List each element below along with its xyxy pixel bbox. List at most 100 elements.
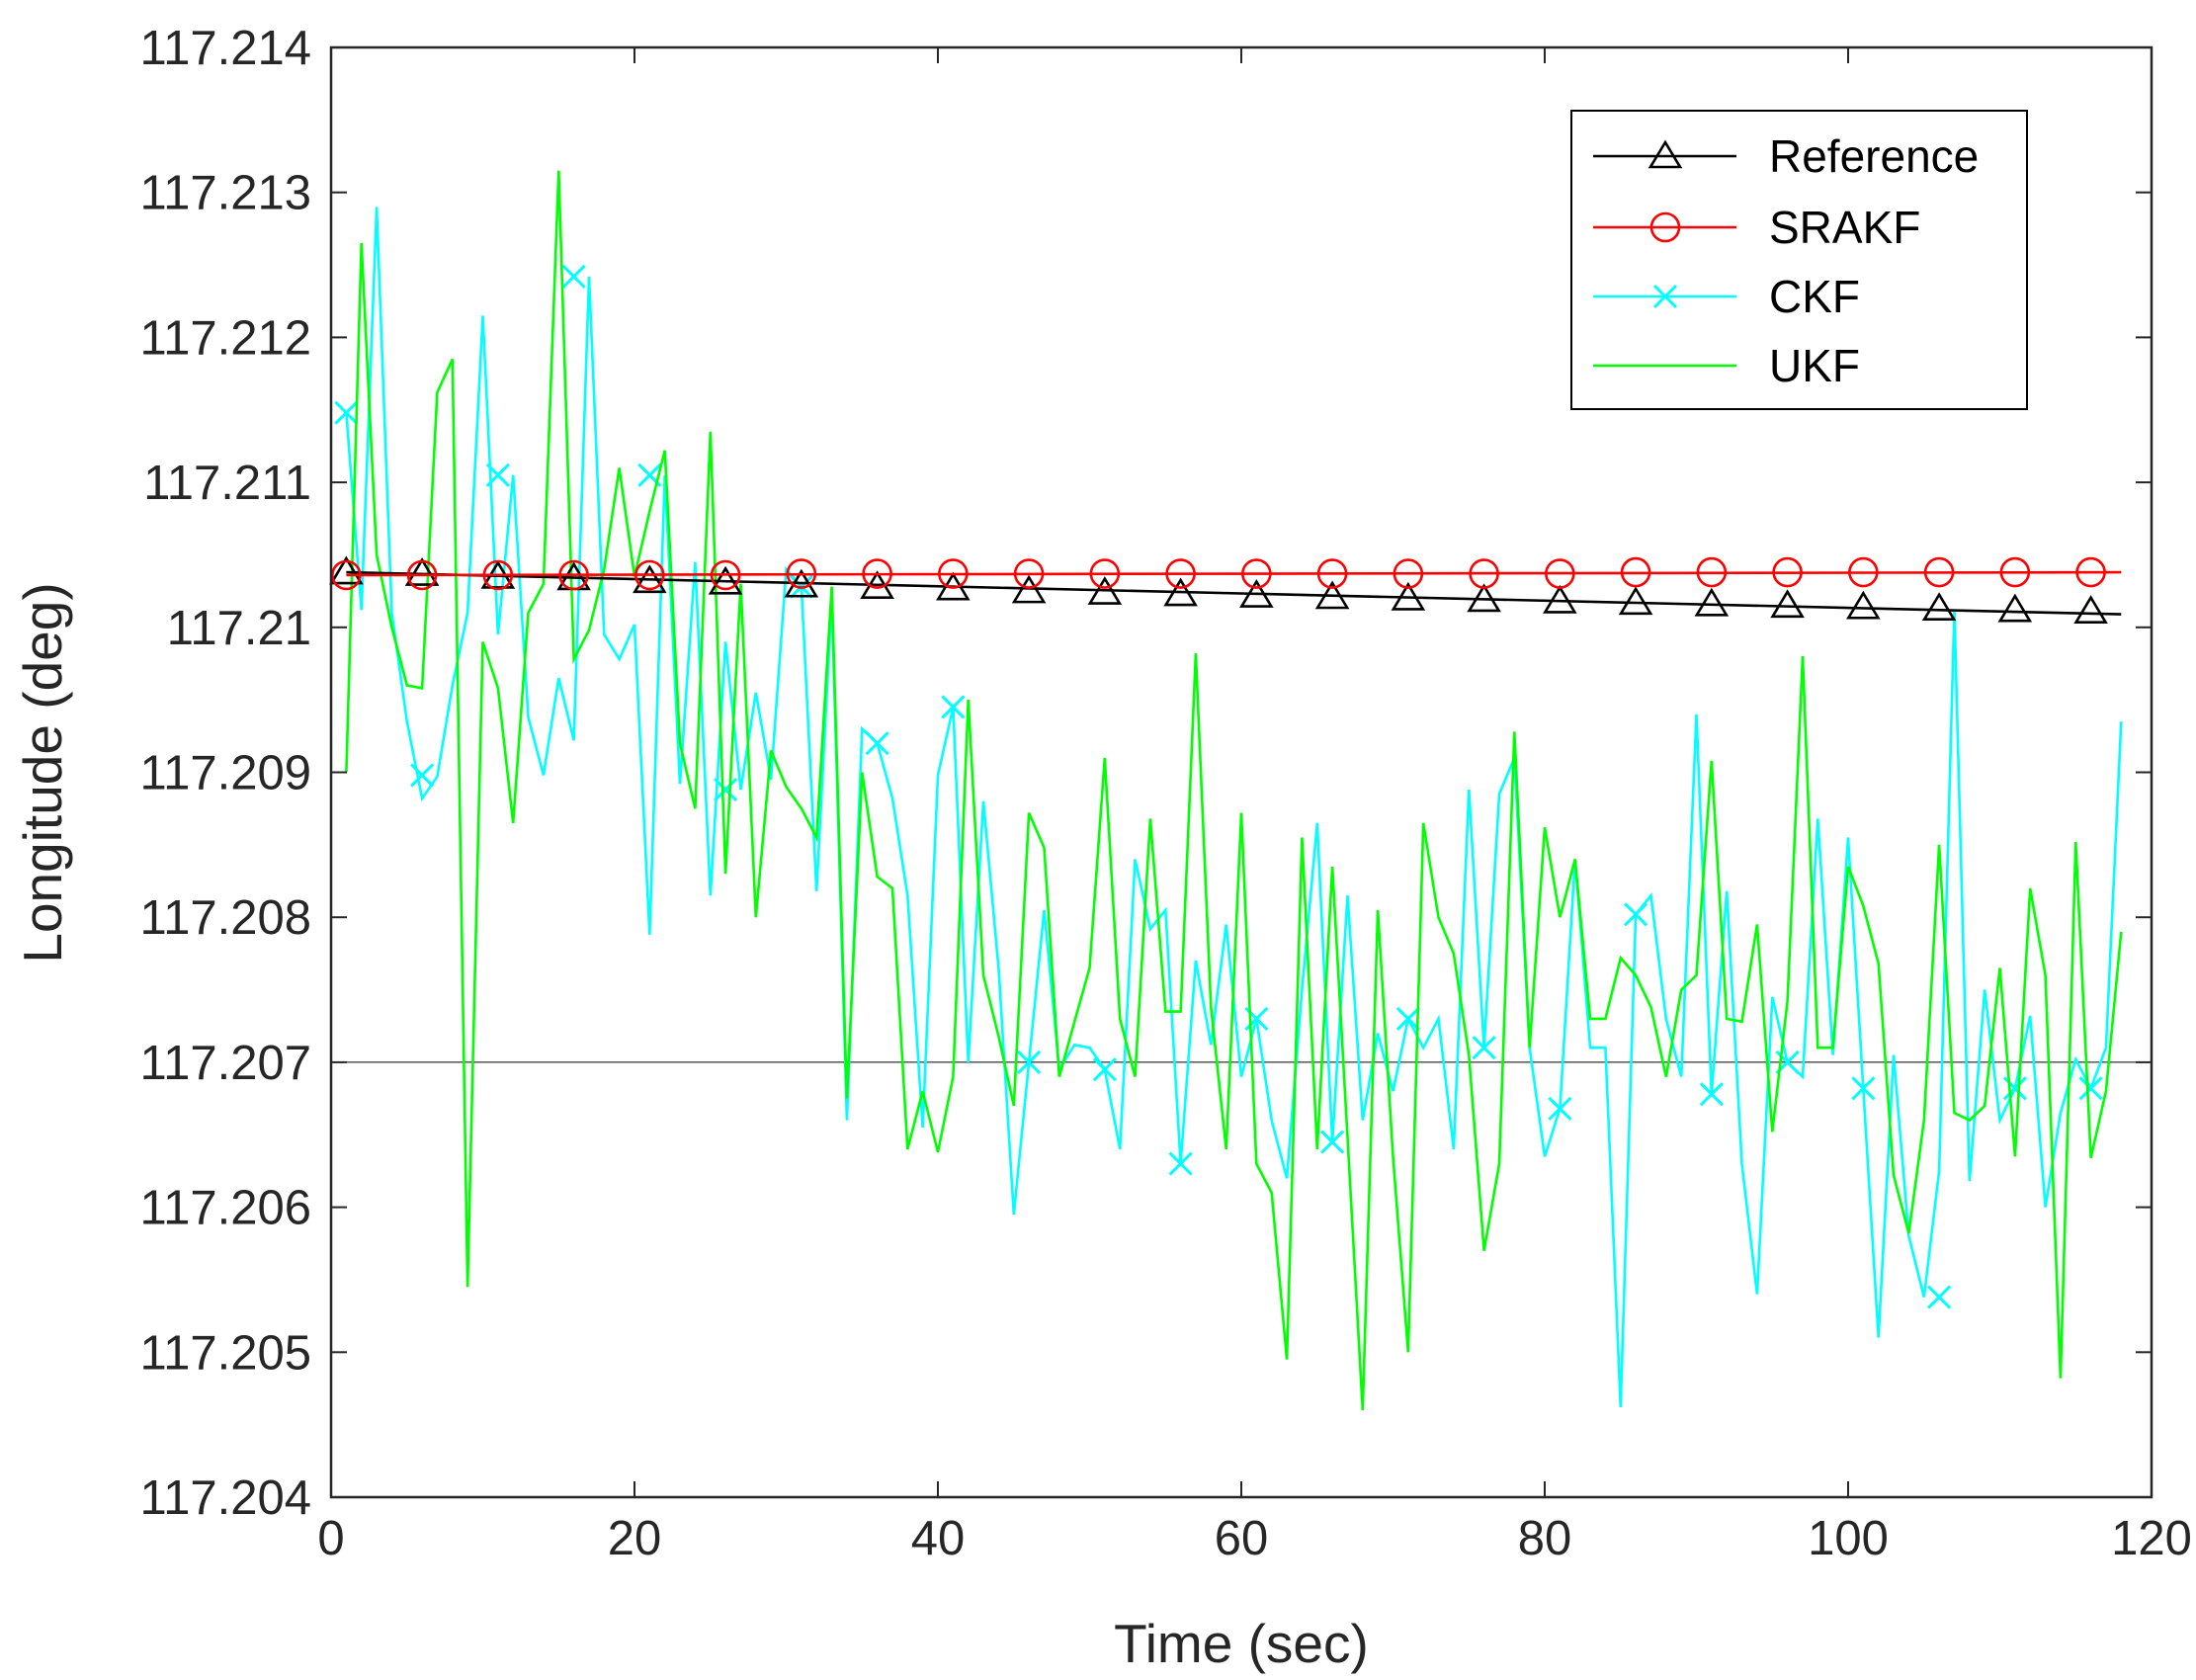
x-tick-label: 0 xyxy=(317,1512,344,1565)
series-marker-srakf xyxy=(1241,558,1272,589)
series-line-ukf xyxy=(345,170,2123,1411)
series-marker-srakf xyxy=(634,559,665,591)
x-axis-ticks: 0 20 40 60 80 100 120 xyxy=(317,47,2192,1565)
y-tick-label: 117.213 xyxy=(140,167,312,220)
y-axis-ticks: 117.204 117.205 117.206 117.207 117.208 117.2… xyxy=(140,22,2152,1525)
x-tick-label: 40 xyxy=(911,1512,966,1565)
y-tick-label: 117.214 xyxy=(140,22,312,75)
y-tick-label: 117.206 xyxy=(140,1182,312,1235)
series-srakf xyxy=(331,556,2122,591)
y-tick-label: 117.205 xyxy=(140,1326,312,1380)
series-marker-srakf xyxy=(862,558,892,589)
series-marker-ckf xyxy=(1927,1285,1952,1309)
series-marker-ckf xyxy=(334,400,359,425)
series-marker-srakf xyxy=(710,559,741,591)
series-marker-reference xyxy=(1314,580,1350,610)
x-tick-label: 80 xyxy=(1518,1512,1572,1565)
y-axis-label: Longitude (deg) xyxy=(12,582,73,963)
series-marker-reference xyxy=(1846,590,1881,620)
series-marker-reference xyxy=(1997,593,2033,623)
series-marker-reference xyxy=(1467,583,1501,613)
x-tick-label: 120 xyxy=(2111,1512,2192,1565)
series-marker-srakf xyxy=(786,558,817,589)
series-marker-srakf xyxy=(1923,556,1955,588)
series-marker-srakf xyxy=(2075,556,2106,588)
series-marker-reference xyxy=(1770,589,1805,619)
y-tick-label: 117.211 xyxy=(143,457,311,510)
legend-label-ckf: CKF xyxy=(1769,271,1860,322)
series-marker-ckf xyxy=(1624,902,1648,927)
y-tick-label: 117.21 xyxy=(167,602,311,655)
series-marker-ckf xyxy=(1472,1036,1496,1060)
series-marker-ckf xyxy=(561,264,586,289)
series-marker-srakf xyxy=(1316,558,1348,589)
legend-label-reference: Reference xyxy=(1769,130,1979,182)
series-marker-srakf xyxy=(1089,558,1121,589)
series-marker-ckf xyxy=(2078,1076,2103,1101)
series-marker-srakf xyxy=(1999,556,2031,588)
series-marker-reference xyxy=(329,555,364,585)
y-tick-label: 117.207 xyxy=(140,1037,312,1090)
series-marker-srakf xyxy=(1848,556,1879,588)
legend-marker-srakf xyxy=(1649,211,1681,243)
series-marker-reference xyxy=(1543,584,1577,614)
y-tick-label: 117.209 xyxy=(140,747,312,800)
series-marker-srakf xyxy=(1620,556,1651,588)
series-marker-ckf xyxy=(1699,1082,1724,1107)
series-marker-reference xyxy=(1391,581,1426,611)
series-marker-ckf xyxy=(1548,1096,1572,1121)
series-marker-ckf xyxy=(1092,1057,1117,1082)
series-marker-srakf xyxy=(1469,558,1499,589)
legend-box xyxy=(1570,110,2028,410)
series-marker-reference xyxy=(1087,576,1123,605)
series-marker-ckf xyxy=(410,763,435,788)
series-marker-ckf xyxy=(485,462,510,487)
series-marker-reference xyxy=(1694,587,1730,617)
series-marker-reference xyxy=(2073,595,2108,624)
series-line-srakf xyxy=(346,570,2122,577)
series-marker-srakf xyxy=(1165,558,1196,589)
series-marker-srakf xyxy=(1772,556,1803,588)
y-tick-label: 117.204 xyxy=(140,1471,312,1525)
y-tick-label: 117.208 xyxy=(140,891,312,945)
series-marker-ckf xyxy=(1395,1006,1420,1031)
series-marker-reference xyxy=(1011,574,1047,604)
series-marker-reference xyxy=(1618,586,1653,616)
series-marker-ckf xyxy=(865,731,889,756)
x-tick-label: 60 xyxy=(1215,1512,1269,1565)
series-marker-ckf xyxy=(1851,1076,1876,1101)
series-marker-srakf xyxy=(1013,558,1045,589)
series-marker-reference xyxy=(1239,578,1274,608)
legend-marker-ckf xyxy=(1652,284,1678,309)
series-marker-srakf xyxy=(331,559,362,591)
legend-label-srakf: SRAKF xyxy=(1769,202,1920,253)
series-marker-reference xyxy=(784,568,819,598)
series-marker-reference xyxy=(633,564,667,594)
series-marker-reference xyxy=(708,565,743,595)
series-marker-srakf xyxy=(482,559,514,591)
series-marker-srakf xyxy=(406,559,438,591)
series-marker-reference xyxy=(1163,577,1198,607)
series-marker-ckf xyxy=(1320,1130,1345,1154)
series-marker-srakf xyxy=(558,559,589,591)
series-marker-ckf xyxy=(941,695,966,719)
series-marker-ckf xyxy=(714,778,738,802)
legend-label-ukf: UKF xyxy=(1769,340,1860,391)
series-marker-srakf xyxy=(938,558,969,589)
x-tick-label: 100 xyxy=(1808,1512,1889,1565)
x-axis-label: Time (sec) xyxy=(1114,1613,1369,1674)
legend: Reference SRAKF CKF UKF xyxy=(1570,110,2028,410)
series-marker-ckf xyxy=(1168,1151,1193,1176)
series-marker-srakf xyxy=(1393,558,1424,589)
y-tick-label: 117.212 xyxy=(140,311,312,365)
series-ukf xyxy=(345,170,2123,1411)
series-marker-reference xyxy=(1921,592,1957,622)
series-marker-srakf xyxy=(1545,558,1575,589)
legend-marker-reference xyxy=(1647,139,1683,169)
series-marker-ckf xyxy=(1017,1050,1042,1074)
series-group xyxy=(329,170,2123,1411)
series-marker-reference xyxy=(404,556,440,586)
series-marker-srakf xyxy=(1696,556,1728,588)
x-tick-label: 20 xyxy=(608,1512,662,1565)
